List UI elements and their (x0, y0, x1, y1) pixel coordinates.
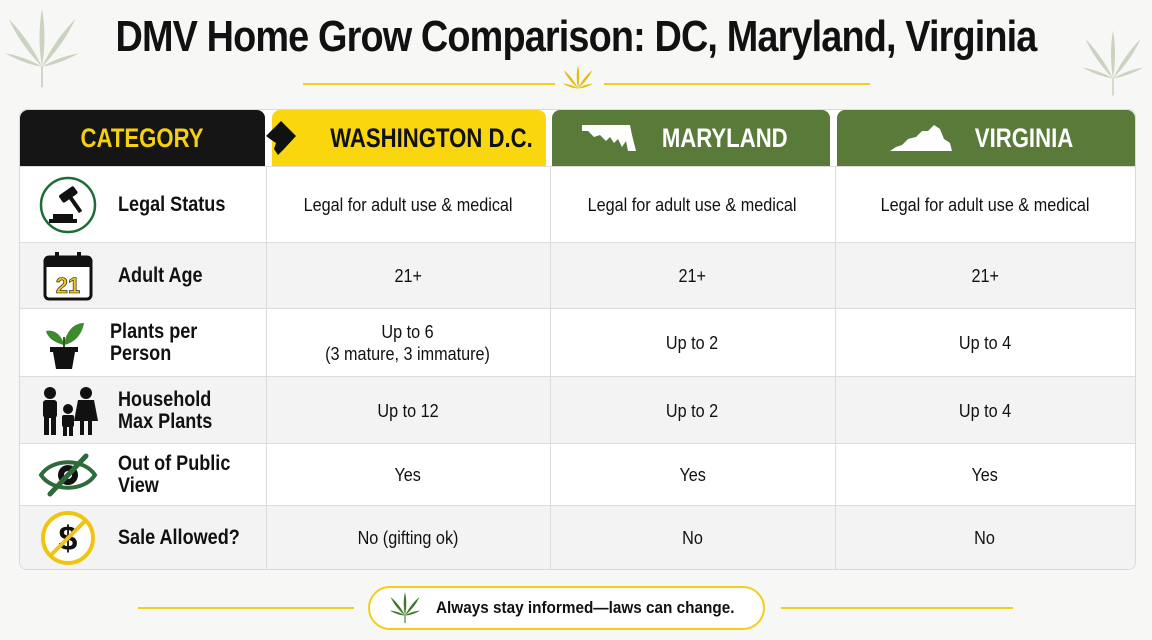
row-category-cell: 21 Adult Age (20, 243, 267, 309)
dc-value: Up to 6 (3 mature, 3 immature) (266, 309, 551, 377)
md-value-text: No (682, 528, 703, 548)
footer-divider (781, 607, 1013, 609)
footer-divider (138, 607, 354, 609)
md-value: 21+ (550, 243, 836, 309)
md-value: No (550, 506, 836, 569)
va-value-text: Up to 4 (958, 333, 1012, 353)
row-category-cell: Plants per Person (20, 309, 267, 377)
dc-value-text: 21+ (394, 266, 422, 286)
table-row: 21 Adult Age 21+ 21+ 21+ (20, 242, 1135, 309)
header-category: CATEGORY (20, 110, 265, 166)
row-category-cell: $ Sale Allowed? (20, 506, 267, 569)
maryland-map-icon (580, 121, 638, 155)
dc-value-text: Up to 12 (377, 400, 439, 421)
header-va-label: VIRGINIA (974, 122, 1074, 153)
md-value: Legal for adult use & medical (550, 167, 836, 243)
table-row: Legal Status Legal for adult use & medic… (20, 166, 1135, 243)
row-label: Household Max Plants (118, 387, 213, 433)
va-value-text: Up to 4 (958, 400, 1012, 421)
dc-value-text: Up to 6 (3 mature, 3 immature) (325, 322, 491, 364)
cannabis-leaf-icon (563, 65, 593, 89)
va-value: 21+ (835, 243, 1135, 309)
footer-text: Always stay informed—laws can change. (436, 598, 735, 617)
dc-value-text: Yes (394, 465, 422, 485)
md-value-text: 21+ (678, 266, 707, 286)
md-value: Up to 2 (550, 377, 836, 444)
dc-value: No (gifting ok) (266, 506, 551, 569)
header-dc-label: WASHINGTON D.C. (329, 122, 533, 153)
eye-slash-icon (38, 445, 98, 505)
dc-value: Up to 12 (266, 377, 551, 444)
md-value-text: Yes (679, 465, 706, 485)
dc-value: Legal for adult use & medical (266, 167, 551, 243)
header-dc: WASHINGTON D.C. (265, 110, 546, 166)
row-label: Sale Allowed? (118, 526, 240, 549)
md-value: Up to 2 (550, 309, 836, 377)
va-value-text: Legal for adult use & medical (880, 195, 1090, 215)
cannabis-leaf-icon (5, 8, 79, 88)
table-row: $ Sale Allowed? No (gifting ok) No No (20, 505, 1135, 569)
calendar-day-text: 21 (56, 273, 80, 298)
dc-map-icon (264, 119, 298, 157)
row-label: Adult Age (118, 264, 203, 287)
header-va: VIRGINIA (837, 110, 1135, 166)
md-value: Yes (550, 444, 836, 506)
no-dollar-icon: $ (38, 508, 98, 568)
dc-value-text: Legal for adult use & medical (303, 195, 513, 215)
row-label: Out of Public View (118, 452, 231, 497)
cannabis-leaf-icon (1082, 30, 1144, 96)
title-divider (604, 83, 870, 85)
row-category-cell: Out of Public View (20, 444, 267, 506)
dc-value: 21+ (266, 243, 551, 309)
row-category-cell: Household Max Plants (20, 377, 267, 444)
row-label: Plants per Person (110, 320, 198, 365)
row-category-cell: Legal Status (20, 167, 267, 243)
gavel-icon (38, 175, 98, 235)
md-value-text: Up to 2 (666, 400, 719, 421)
dc-value: Yes (266, 444, 551, 506)
family-icon (38, 381, 98, 441)
table-row: Plants per Person Up to 6 (3 mature, 3 i… (20, 308, 1135, 377)
calendar-icon: 21 (38, 246, 98, 306)
virginia-map-icon (888, 121, 954, 155)
row-label: Legal Status (118, 193, 226, 216)
table-row: Household Max Plants Up to 12 Up to 2 Up… (20, 376, 1135, 444)
table-row: Out of Public View Yes Yes Yes (20, 443, 1135, 506)
header-category-label: CATEGORY (80, 122, 204, 153)
va-value: No (835, 506, 1135, 569)
header-md: MARYLAND (552, 110, 830, 166)
footer-note: Always stay informed—laws can change. (368, 586, 765, 630)
dc-value-text: No (gifting ok) (357, 528, 459, 548)
va-value: Yes (835, 444, 1135, 506)
va-value-text: No (974, 528, 996, 548)
va-value: Up to 4 (835, 377, 1135, 444)
va-value: Legal for adult use & medical (835, 167, 1135, 243)
md-value-text: Legal for adult use & medical (588, 195, 797, 215)
va-value-text: Yes (971, 465, 999, 485)
va-value: Up to 4 (835, 309, 1135, 377)
header-md-label: MARYLAND (662, 122, 788, 153)
va-value-text: 21+ (971, 266, 999, 286)
md-value-text: Up to 2 (666, 333, 719, 353)
page-title: DMV Home Grow Comparison: DC, Maryland, … (115, 12, 1038, 61)
cannabis-leaf-icon (388, 591, 422, 625)
potted-plant-icon (38, 313, 90, 373)
comparison-table: CATEGORY WASHINGTON D.C. MARYLAND VIRGIN… (19, 109, 1136, 570)
title-divider (303, 83, 555, 85)
